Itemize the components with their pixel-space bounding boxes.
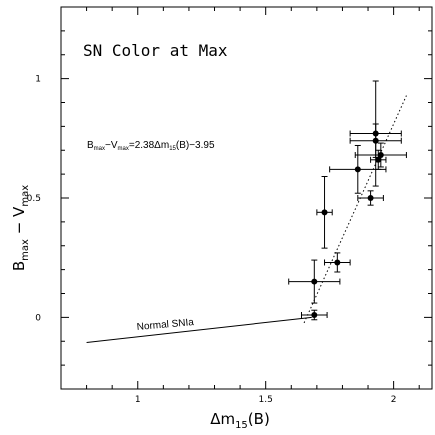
point-marker	[321, 209, 328, 216]
x-tick-label: 1.5	[259, 395, 273, 405]
chart-title: SN Color at Max	[83, 41, 228, 60]
point-marker	[367, 195, 374, 201]
plot-layer: 1 1.5 2 0 0.5 1	[27, 6, 433, 405]
data-point	[370, 149, 387, 170]
data-point	[357, 190, 384, 206]
point-marker	[377, 152, 384, 159]
y-tick-label: 0	[35, 313, 41, 323]
normal-snia-line	[86, 316, 312, 343]
data-point	[316, 176, 333, 249]
data-point	[354, 142, 407, 168]
x-tick-label: 1	[135, 395, 141, 405]
y-tick-label: 0.5	[27, 194, 41, 204]
y-tick-label: 1	[35, 75, 41, 85]
y-axis-title: Bmax − Vmax	[10, 185, 31, 271]
point-marker	[375, 156, 382, 163]
data-point	[349, 123, 402, 158]
fit-line	[303, 95, 407, 324]
data-point	[288, 259, 341, 304]
x-tick-label: 2	[391, 395, 397, 405]
point-marker	[354, 166, 361, 173]
data-point	[324, 252, 351, 273]
point-marker	[372, 137, 379, 144]
data-point	[301, 309, 328, 321]
x-axis-title: Δm15(B)	[210, 410, 270, 431]
marks	[86, 80, 407, 343]
fit-equation: Bmax−Vmax=2.38Δm15(B)−3.95	[87, 140, 215, 152]
point-marker	[311, 311, 318, 318]
point-marker	[334, 259, 341, 266]
normal-snia-label: Normal SNIa	[136, 317, 194, 333]
point-marker	[311, 278, 318, 285]
